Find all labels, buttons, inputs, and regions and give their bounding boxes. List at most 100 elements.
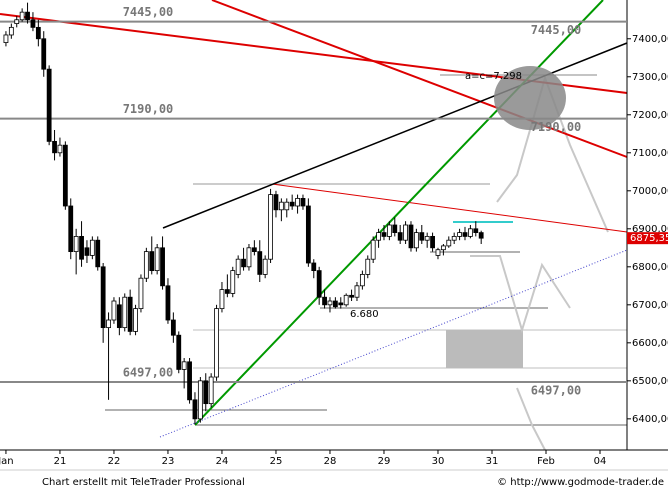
candle-body [424,236,430,241]
candle-body [170,319,176,336]
candle-body [467,228,473,237]
candle-body [100,266,106,329]
annotation: a=c=7.298 [465,71,522,82]
candle-body [197,380,203,420]
level-label: 6497,00 [123,365,174,379]
x-tick-label: Jan [0,456,14,467]
candle-body [95,239,101,268]
candle-body [273,194,279,211]
candle-body [149,251,155,272]
drawings [0,0,668,471]
candle-body [316,270,322,298]
x-tick-label: Feb [537,456,555,467]
candle-body [106,319,111,329]
candle-body [219,289,225,310]
candle-body [370,239,376,260]
level-label: 7445,00 [531,23,582,37]
y-tick-label: 6900,00 [632,224,668,235]
candle-body [381,232,387,237]
candle-body [257,251,263,275]
candle-body [446,239,452,247]
candle-body [127,296,133,332]
candle-body [408,224,414,249]
x-tick-label: 21 [54,456,67,467]
x-tick-label: 31 [486,456,499,467]
candle-body [278,201,284,211]
candle-body [187,361,192,401]
candle-body [343,294,349,306]
candle-body [235,258,241,275]
y-tick-label: 7300,00 [632,72,668,83]
candle-body [403,224,408,241]
last-price-box [627,232,668,245]
x-tick-label: 29 [378,456,391,467]
level-label: 6497,00 [531,383,582,397]
candle-body [311,262,317,272]
candle-body [14,19,20,24]
candle-body [392,224,398,234]
y-tick-label: 6700,00 [632,300,668,311]
candle-body [295,197,300,207]
candle-body [46,68,52,142]
x-tick-label: 24 [216,456,229,467]
candle-body [322,296,327,306]
candle-body [305,205,311,264]
candle-body [192,399,198,420]
candle-body [35,26,41,40]
candle-body [138,277,144,310]
candle-body [376,232,381,241]
candle-body [30,19,36,28]
candle-body [413,232,419,249]
candle-body [462,232,468,237]
candle-body [332,300,338,308]
candle-body [133,308,138,332]
annotation: 6.680 [350,309,379,320]
candle-body [73,236,79,253]
candle-body [289,201,295,207]
candle-body [224,289,230,294]
candle-body [327,300,333,306]
candle-body [473,228,479,234]
candle-body [359,274,365,287]
candle-body [116,304,122,329]
candle-body [397,232,403,241]
candle-body [268,194,273,260]
footer-left: Chart erstellt mit TeleTrader Profession… [42,477,245,488]
y-tick-label: 7000,00 [632,186,668,197]
level-label: 7190,00 [123,102,174,116]
candle-body [440,245,446,251]
x-tick-label: 23 [162,456,175,467]
candle-body [457,232,462,237]
y-tick-label: 7200,00 [632,110,668,121]
candle-body [89,239,95,256]
candle-body [478,232,484,239]
candle-body [214,308,219,378]
candle-body [246,247,252,268]
level-label: 7445,00 [123,5,174,19]
candle-body [84,247,90,256]
candle-body [41,38,47,70]
candle-body [262,258,268,275]
candle-body [430,236,435,249]
y-tick-label: 7100,00 [632,148,668,159]
level-label: 7190,00 [531,120,582,134]
candle-body [68,205,74,253]
candle-body [241,258,246,268]
candle-body [365,258,371,275]
y-tick-label: 6400,00 [632,414,668,425]
candle-body [419,232,425,241]
candle-body [143,251,149,279]
candle-body [111,300,117,321]
candle-body [386,224,392,237]
x-tick-label: 30 [432,456,445,467]
candle-body [349,294,354,298]
candle-body [122,296,128,329]
candle-body [57,144,63,154]
y-tick-label: 6500,00 [632,376,668,387]
candle-body [52,140,57,154]
footer-right[interactable]: © http://www.godmode-trader.de [497,477,664,488]
candle-body [203,380,209,405]
candle-body [354,285,360,298]
candle-body [25,11,30,21]
